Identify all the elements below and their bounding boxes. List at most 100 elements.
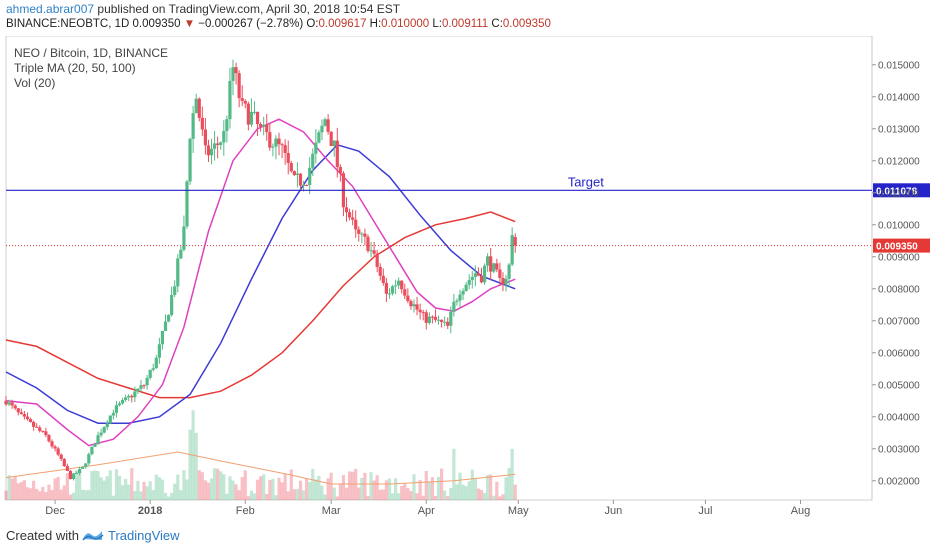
candle-body: [219, 142, 223, 145]
tradingview-logo-icon: [82, 531, 104, 541]
candle-body: [314, 142, 318, 154]
open-value: 0.009617: [318, 18, 367, 30]
candle-body: [458, 294, 462, 301]
volume-bar: [427, 481, 431, 500]
candle-body: [35, 426, 39, 428]
volume-bar: [347, 471, 352, 500]
candle-body: [409, 300, 413, 307]
candle-body: [59, 454, 63, 459]
candle-body: [326, 119, 330, 132]
candles-layer: [4, 59, 517, 481]
volume-bar: [22, 480, 27, 500]
volume-bar: [209, 478, 214, 500]
price-tick-label: 0.013000: [878, 124, 920, 135]
volume-bar: [314, 479, 318, 500]
candle-body: [280, 144, 284, 146]
candle-body: [495, 263, 499, 270]
volume-bar: [68, 494, 73, 500]
candle-body: [139, 385, 143, 389]
candle-body: [87, 454, 91, 464]
candle-body: [157, 344, 161, 358]
volume-bar: [268, 480, 272, 500]
candle-body: [71, 473, 76, 480]
author-link[interactable]: ahmed.abrar007: [6, 2, 95, 16]
candle-body: [335, 140, 339, 167]
candle-body: [482, 265, 487, 283]
price-tick-label: 0.009000: [878, 252, 920, 263]
volume-bar: [120, 485, 125, 500]
volume-bar: [479, 489, 484, 500]
candle-body: [479, 275, 484, 283]
candle-body: [476, 273, 481, 276]
volume-bar: [38, 491, 42, 500]
volume-bar: [139, 491, 143, 500]
volume-bar: [237, 490, 241, 500]
volume-bar: [16, 483, 20, 500]
volume-bar: [317, 475, 321, 500]
volume-bar: [421, 495, 425, 500]
volume-bar: [114, 469, 119, 500]
volume-bar: [148, 481, 152, 500]
candle-body: [489, 256, 493, 272]
volume-bar: [452, 448, 456, 500]
candle-body: [151, 368, 155, 370]
volume-bar: [59, 489, 63, 500]
volume-bar: [4, 490, 8, 500]
volume-bar: [301, 490, 306, 500]
volume-bar: [108, 470, 112, 500]
candle-body: [16, 408, 20, 413]
volume-bar: [255, 479, 260, 500]
candle-body: [421, 312, 425, 314]
tradingview-brand[interactable]: TradingView: [108, 528, 180, 543]
candle-body: [424, 312, 428, 323]
legend-title: NEO / Bitcoin, 1D, BINANCE: [14, 46, 168, 60]
candle-body: [400, 280, 404, 290]
candle-body: [173, 286, 177, 295]
volume-bar: [219, 471, 223, 500]
volume-bar: [166, 496, 171, 500]
price-tick-label: 0.006000: [878, 348, 920, 359]
volume-bar: [436, 476, 441, 500]
volume-bar: [32, 480, 36, 500]
volume-bar: [90, 471, 94, 500]
candle-body: [225, 119, 229, 131]
volume-bar: [344, 487, 349, 500]
candle-body: [320, 125, 324, 133]
volume-bar: [418, 480, 422, 500]
volume-bar: [403, 483, 407, 500]
footer: Created with TradingView: [0, 521, 932, 550]
candle-body: [397, 280, 401, 286]
volume-bar: [482, 492, 487, 500]
volume-bar: [412, 474, 416, 500]
volume-bar: [280, 482, 284, 500]
target-price-tag: [873, 183, 930, 198]
candle-body: [375, 253, 379, 267]
candle-body: [412, 304, 416, 307]
candle-body: [194, 98, 198, 114]
volume-bar: [369, 472, 373, 500]
volume-bar: [188, 429, 192, 500]
volume-bar: [470, 469, 474, 500]
ma100-line: [5, 211, 516, 399]
volume-bar: [65, 473, 69, 500]
candle-body: [433, 316, 438, 320]
volume-bar: [7, 475, 11, 500]
candle-body: [120, 400, 125, 404]
volume-bar: [476, 488, 481, 500]
time-tick-label: Dec: [45, 505, 65, 517]
candle-body: [65, 466, 69, 471]
volume-bar: [486, 475, 490, 500]
candle-body: [136, 388, 140, 392]
volume-bar: [44, 492, 48, 500]
volume-bar: [332, 487, 336, 500]
levels-layer: Target 0.011078 0.009350: [6, 174, 930, 253]
volume-layer: [4, 410, 517, 500]
volume-bar: [200, 472, 204, 500]
volume-bar: [286, 491, 290, 500]
volume-bar: [507, 468, 511, 500]
candle-body: [347, 212, 352, 218]
volume-bar: [289, 469, 293, 500]
candle-body: [28, 419, 33, 422]
candle-body: [234, 67, 238, 74]
